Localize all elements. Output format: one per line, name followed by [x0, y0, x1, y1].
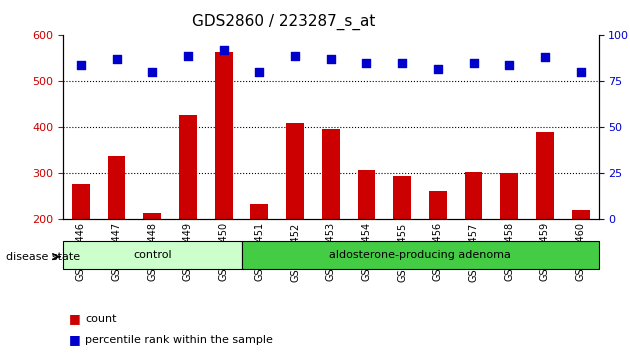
Point [326, 57, 336, 62]
Bar [536, 132, 554, 312]
Bar [358, 170, 375, 312]
Point [147, 69, 158, 75]
Bar [72, 184, 90, 312]
Point [362, 60, 372, 66]
Bar [215, 51, 232, 312]
Text: aldosterone-producing adenoma: aldosterone-producing adenoma [329, 250, 511, 260]
FancyBboxPatch shape [63, 241, 241, 269]
Point [76, 62, 86, 68]
Point [504, 62, 514, 68]
Bar [108, 156, 125, 312]
Point [290, 53, 300, 58]
Text: percentile rank within the sample: percentile rank within the sample [85, 335, 273, 345]
Text: GDS2860 / 223287_s_at: GDS2860 / 223287_s_at [192, 14, 375, 30]
Point [469, 60, 479, 66]
Bar [179, 115, 197, 312]
FancyBboxPatch shape [241, 241, 598, 269]
Bar [429, 191, 447, 312]
Bar [393, 176, 411, 312]
Bar [322, 129, 340, 312]
Point [397, 60, 407, 66]
Point [255, 69, 265, 75]
Bar [251, 204, 268, 312]
Text: disease state: disease state [6, 252, 81, 262]
Point [183, 53, 193, 58]
Bar [143, 213, 161, 312]
Bar [286, 123, 304, 312]
Text: ■: ■ [69, 312, 81, 325]
Text: count: count [85, 314, 117, 324]
Bar [572, 210, 590, 312]
Point [219, 47, 229, 53]
Point [576, 69, 586, 75]
Text: ■: ■ [69, 333, 81, 346]
Bar [465, 172, 483, 312]
Point [433, 66, 443, 72]
Text: control: control [133, 250, 171, 260]
Bar [500, 173, 518, 312]
Point [540, 55, 550, 60]
Point [112, 57, 122, 62]
